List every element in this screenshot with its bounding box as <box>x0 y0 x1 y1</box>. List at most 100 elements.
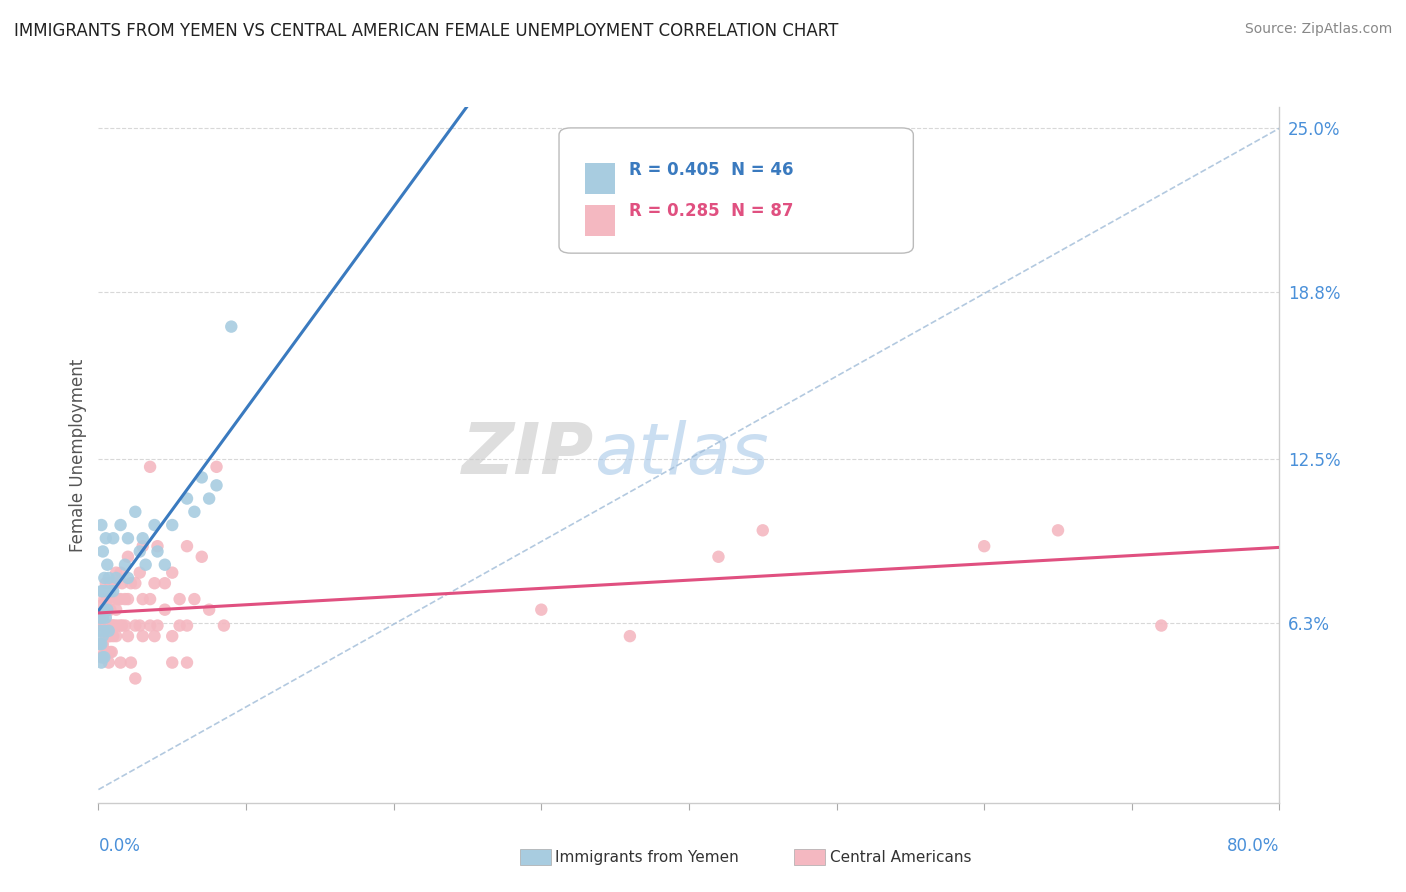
Point <box>162 566 183 580</box>
Point <box>91 629 114 643</box>
Bar <box>585 205 614 235</box>
Point <box>93 602 115 616</box>
Point <box>107 592 129 607</box>
Point <box>93 571 115 585</box>
Point <box>198 491 221 506</box>
Point <box>146 544 169 558</box>
Point <box>91 544 114 558</box>
Point <box>94 629 117 643</box>
Point <box>89 610 111 624</box>
Point <box>103 576 125 591</box>
Point <box>146 618 169 632</box>
Point <box>751 524 773 538</box>
Point <box>90 584 112 599</box>
Point <box>98 584 121 599</box>
Point <box>98 645 121 659</box>
Point <box>97 629 120 643</box>
Text: Central Americans: Central Americans <box>830 850 972 864</box>
Text: 80.0%: 80.0% <box>1227 838 1279 855</box>
Point <box>183 592 205 607</box>
Point <box>124 576 146 591</box>
Point <box>110 518 132 533</box>
Point <box>117 571 139 585</box>
Point <box>169 592 191 607</box>
Point <box>143 576 166 591</box>
Point <box>114 618 136 632</box>
Point <box>97 656 120 670</box>
Point <box>96 592 118 607</box>
Point <box>91 610 114 624</box>
Point <box>128 544 150 558</box>
Point <box>90 637 112 651</box>
Point <box>110 566 132 580</box>
Point <box>111 576 134 591</box>
Point <box>89 637 111 651</box>
Point <box>1046 524 1069 538</box>
Point <box>128 618 150 632</box>
Point <box>117 549 139 564</box>
Point <box>89 624 111 638</box>
Point <box>110 656 132 670</box>
Point <box>146 539 169 553</box>
Point <box>94 576 117 591</box>
Point <box>143 629 166 643</box>
Bar <box>585 163 614 194</box>
Point <box>153 558 176 572</box>
Point <box>96 645 118 659</box>
Text: R = 0.405  N = 46: R = 0.405 N = 46 <box>628 161 793 178</box>
Point <box>135 558 157 572</box>
Point <box>530 602 553 616</box>
Point <box>90 518 112 533</box>
Point <box>103 584 125 599</box>
Point <box>96 602 118 616</box>
Point <box>98 629 121 643</box>
Point <box>124 672 146 686</box>
Point <box>105 602 128 616</box>
Point <box>111 618 134 632</box>
Point <box>103 629 125 643</box>
Text: ZIP: ZIP <box>463 420 595 490</box>
Point <box>132 531 155 545</box>
Point <box>90 637 112 651</box>
Point <box>162 518 183 533</box>
Point <box>104 576 127 591</box>
Point <box>89 610 111 624</box>
Point <box>91 598 114 612</box>
Point <box>93 645 115 659</box>
Point <box>162 656 183 670</box>
Point <box>117 531 139 545</box>
Point <box>91 650 114 665</box>
Point <box>973 539 995 553</box>
Point <box>104 618 127 632</box>
Point <box>191 549 214 564</box>
Point <box>120 576 142 591</box>
Point <box>219 319 242 334</box>
Point <box>124 618 146 632</box>
Point <box>162 629 183 643</box>
Point <box>97 624 120 638</box>
Point <box>191 470 214 484</box>
Point <box>105 571 128 585</box>
Point <box>107 618 129 632</box>
Point <box>176 539 198 553</box>
Point <box>198 602 221 616</box>
Point <box>153 576 176 591</box>
Point <box>132 629 155 643</box>
Point <box>1150 618 1173 632</box>
Text: 0.0%: 0.0% <box>98 838 141 855</box>
Point <box>128 566 150 580</box>
Point <box>169 618 191 632</box>
Point <box>110 592 132 607</box>
Point <box>96 558 118 572</box>
Point <box>212 618 235 632</box>
Point <box>117 629 139 643</box>
Point <box>707 549 730 564</box>
Y-axis label: Female Unemployment: Female Unemployment <box>69 359 87 551</box>
Point <box>93 624 115 638</box>
Point <box>98 576 121 591</box>
Point <box>132 592 155 607</box>
Point <box>183 505 205 519</box>
Point <box>94 584 117 599</box>
Point <box>619 629 641 643</box>
Point <box>94 610 117 624</box>
